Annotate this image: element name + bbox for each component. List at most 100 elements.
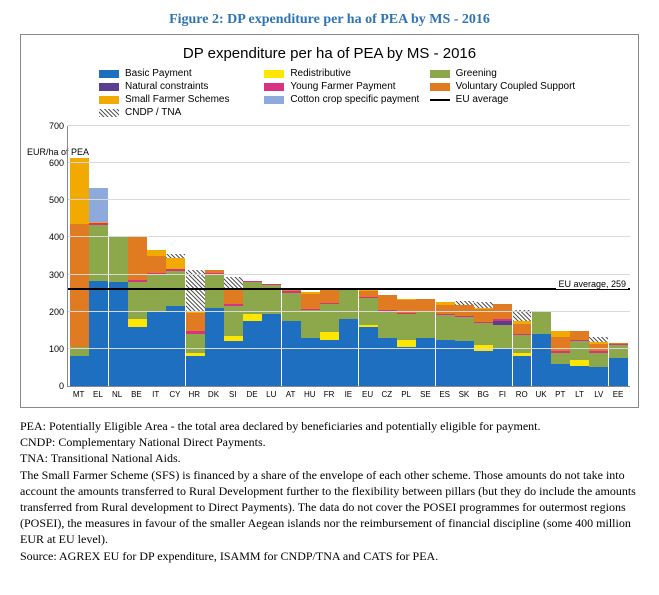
bar	[416, 299, 435, 386]
x-tick-label: MT	[69, 390, 88, 399]
bar-segment-basic	[416, 338, 435, 386]
bar-segment-greening	[186, 334, 205, 353]
bar-segment-greening	[89, 225, 108, 281]
bar-segment-greening	[320, 304, 339, 332]
bar	[474, 302, 493, 386]
bar	[301, 292, 320, 386]
x-tick-label: SI	[223, 390, 242, 399]
bar-segment-sfs	[70, 158, 89, 225]
notes-block: PEA: Potentially Eligible Area - the tot…	[20, 418, 639, 564]
x-tick-label: SK	[454, 390, 473, 399]
bar	[359, 290, 378, 386]
legend-item: Voluntary Coupled Support	[430, 81, 595, 92]
y-tick-label: 700	[38, 121, 64, 131]
bar-segment-basic	[378, 338, 397, 386]
bar-segment-basic	[397, 347, 416, 386]
legend-label: Basic Payment	[125, 68, 192, 79]
x-tick-label: AT	[281, 390, 300, 399]
legend-item: Redistributive	[264, 68, 429, 79]
x-tick-label: ES	[435, 390, 454, 399]
bar-segment-vcs	[513, 324, 532, 333]
bar-segment-basic	[359, 327, 378, 386]
x-tick-label: IE	[339, 390, 358, 399]
x-tick-label: BE	[127, 390, 146, 399]
bar-segment-basic	[589, 367, 608, 386]
bar	[243, 281, 262, 386]
bar-segment-greening	[147, 275, 166, 312]
bar-segment-basic	[320, 340, 339, 386]
x-tick-label: UK	[532, 390, 551, 399]
note-sfs: The Small Farmer Scheme (SFS) is finance…	[20, 467, 639, 548]
legend-swatch	[430, 99, 450, 101]
bar-segment-basic	[70, 356, 89, 386]
bar	[320, 290, 339, 386]
note-tna: TNA: Transitional National Aids.	[20, 450, 639, 466]
bar-segment-basic	[570, 366, 589, 386]
legend-swatch	[99, 109, 119, 117]
x-tick-label: FR	[320, 390, 339, 399]
bar-segment-basic	[147, 312, 166, 386]
bar-segment-basic	[166, 306, 185, 386]
bar-segment-greening	[513, 335, 532, 354]
y-tick-label: 400	[38, 232, 64, 242]
bar	[609, 343, 628, 386]
bar	[551, 331, 570, 386]
grid-line	[68, 311, 630, 312]
bar-segment-cndp	[224, 277, 243, 287]
bar-segment-basic	[436, 340, 455, 386]
bar	[339, 289, 358, 386]
eu-average-label: EU average, 259	[556, 279, 628, 289]
bar-segment-vcs	[186, 313, 205, 332]
bar-segment-greening	[301, 310, 320, 338]
legend-swatch	[264, 83, 284, 91]
bar	[147, 250, 166, 386]
x-tick-label: NL	[108, 390, 127, 399]
grid-line	[68, 348, 630, 349]
chart-container: DP expenditure per ha of PEA by MS - 201…	[20, 34, 639, 408]
bar-segment-basic	[513, 356, 532, 386]
bar-segment-vcs	[436, 305, 455, 314]
bar-segment-sfs	[166, 258, 185, 269]
bar-segment-greening	[282, 293, 301, 321]
x-tick-label: PL	[397, 390, 416, 399]
x-axis-labels: MTELNLBEITCYHRDKSIDELUATHUFRIEEUCZPLSEES…	[67, 387, 630, 399]
bar-segment-basic	[551, 364, 570, 386]
bar-segment-vcs	[301, 294, 320, 309]
bar-segment-greening	[551, 353, 570, 364]
plot-area: EU average, 259 0100200300400500600700 M…	[67, 126, 630, 399]
bar	[397, 299, 416, 386]
x-tick-label: DK	[204, 390, 223, 399]
bar-segment-greening	[570, 341, 589, 360]
bar-segment-vcs	[320, 290, 339, 303]
legend-label: EU average	[456, 94, 509, 105]
legend-swatch	[99, 70, 119, 78]
bar-segment-greening	[455, 317, 474, 341]
bar	[455, 301, 474, 386]
bar-segment-redist	[320, 332, 339, 339]
bar-segment-basic	[282, 321, 301, 386]
grid-line	[68, 274, 630, 275]
bar-segment-vcs	[70, 224, 89, 347]
bar-segment-vcs	[147, 256, 166, 273]
bar-segment-greening	[205, 275, 224, 308]
x-tick-label: EU	[358, 390, 377, 399]
x-tick-label: HU	[300, 390, 319, 399]
grid-line	[68, 236, 630, 237]
y-tick-label: 100	[38, 344, 64, 354]
bar-segment-basic	[339, 319, 358, 386]
x-tick-label: LT	[570, 390, 589, 399]
y-tick-label: 0	[38, 381, 64, 391]
legend-item: Natural constraints	[99, 81, 264, 92]
x-tick-label: LU	[262, 390, 281, 399]
bar-segment-greening	[532, 312, 551, 334]
x-tick-label: CY	[165, 390, 184, 399]
note-pea: PEA: Potentially Eligible Area - the tot…	[20, 418, 639, 434]
bar-segment-vcs	[570, 331, 589, 340]
legend-item: Young Farmer Payment	[264, 81, 429, 92]
bar-segment-basic	[474, 351, 493, 386]
bar-segment-basic	[301, 338, 320, 386]
legend-label: Young Farmer Payment	[290, 81, 395, 92]
bar-segment-basic	[609, 358, 628, 386]
bar	[262, 284, 281, 387]
y-tick-label: 300	[38, 270, 64, 280]
